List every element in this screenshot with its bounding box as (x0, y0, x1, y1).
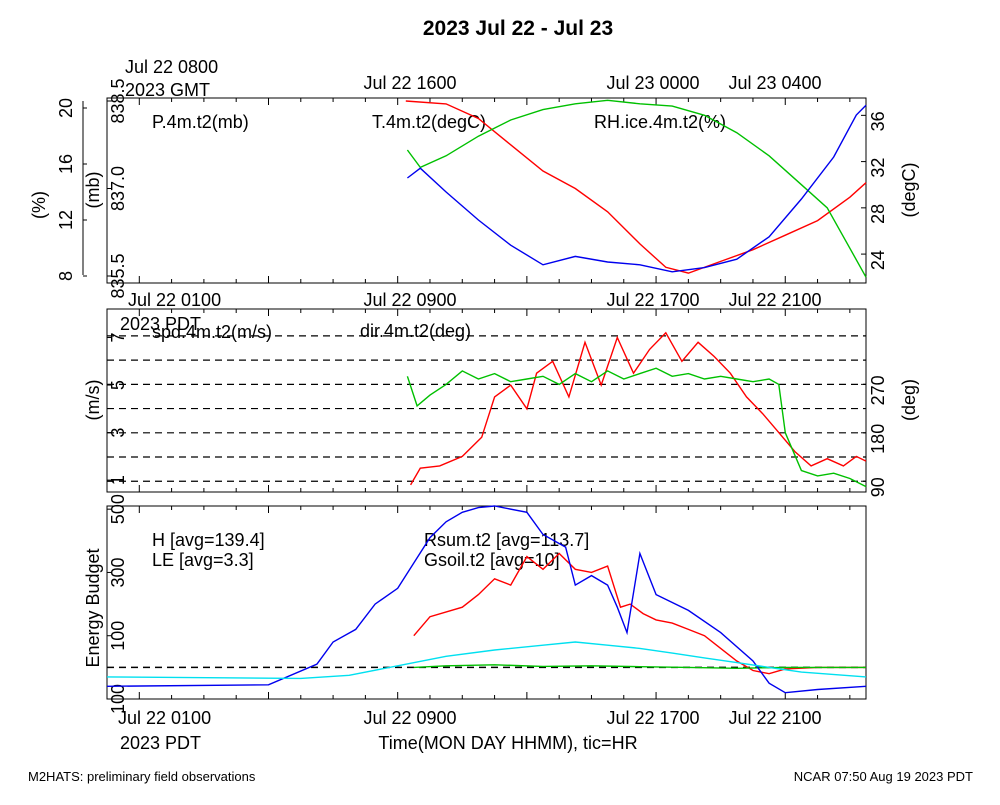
top-tick-label-1: Jul 22 1600 (363, 73, 456, 93)
legend-rsum: Rsum.t2 [avg=113.7] (424, 530, 589, 550)
energy-tick-label: 500 (108, 494, 128, 524)
legend-temperature: T.4m.t2(degC) (372, 112, 486, 132)
mb-tick-label: 835.5 (108, 253, 128, 298)
legend-le: LE [avg=3.3] (152, 550, 254, 570)
bottom-tick-label-0: Jul 22 0100 (118, 708, 211, 728)
degc-axis-label: (degC) (899, 162, 919, 217)
series-p1-t-4m-t2-degc- (406, 99, 867, 278)
energy-tick-label: 300 (108, 557, 128, 587)
series-p3-le (413, 664, 866, 670)
pct-tick-label: 16 (56, 154, 76, 174)
panel-3-frame (106, 505, 867, 700)
x-axis-label: Time(MON DAY HHMM), tic=HR (378, 733, 637, 753)
deg-axis-label: (deg) (899, 379, 919, 421)
legend-h: H [avg=139.4] (152, 530, 265, 550)
top-tick-label-0: Jul 22 0800 (125, 57, 218, 77)
pct-tick-label: 20 (56, 98, 76, 118)
top-tick-label-3: Jul 23 0400 (728, 73, 821, 93)
footer-left: M2HATS: preliminary field observations (28, 769, 256, 784)
degc-tick-label: 24 (868, 250, 888, 270)
mid1-tick-label-2: Jul 22 1700 (606, 290, 699, 310)
mid1-tick-label-1: Jul 22 0900 (363, 290, 456, 310)
series-p1-p-4m-t2-mb- (405, 100, 867, 274)
energy-tick-label: 100 (108, 684, 128, 714)
pct-axis-label: (%) (29, 191, 49, 219)
ms-axis-label: (m/s) (83, 380, 103, 421)
mid1-zone-label: 2023 PDT (120, 314, 201, 334)
series-p1-rh-ice-4m-t2- (406, 104, 867, 273)
mid1-tick-label-3: Jul 22 2100 (728, 290, 821, 310)
pct-tick-label: 12 (56, 210, 76, 230)
footer-right: NCAR 07:50 Aug 19 2023 PDT (794, 769, 973, 784)
pct-tick-label: 8 (56, 271, 76, 281)
mb-tick-label: 837.0 (108, 166, 128, 211)
deg-tick-label: 270 (868, 375, 888, 405)
bottom-tick-label-1: Jul 22 0900 (363, 708, 456, 728)
series-p3-h (413, 552, 866, 675)
series-p2-spd-4m-t2-m-s- (409, 331, 867, 486)
panel-1-frame (106, 97, 867, 284)
chart-title: 2023 Jul 22 - Jul 23 (423, 17, 613, 40)
bottom-tick-label-2: Jul 22 1700 (606, 708, 699, 728)
legend-direction: dir.4m.t2(deg) (360, 321, 471, 341)
legend-speed: spd.4m.t2(m/s) (152, 322, 272, 342)
degc-tick-label: 32 (868, 158, 888, 178)
ms-tick-label: 5 (108, 380, 128, 390)
ms-tick-label: 3 (108, 428, 128, 438)
bottom-tick-label-3: Jul 22 2100 (728, 708, 821, 728)
mb-axis-label: (mb) (83, 172, 103, 209)
ms-tick-label: 7 (108, 333, 128, 343)
series-p2-dir-4m-t2-deg- (406, 367, 867, 488)
top-zone-label: 2023 GMT (125, 80, 210, 100)
ms-tick-label: 1 (108, 475, 128, 485)
mid1-tick-label-0: Jul 22 0100 (128, 290, 221, 310)
bottom-zone-label: 2023 PDT (120, 733, 201, 753)
degc-tick-label: 36 (868, 111, 888, 131)
deg-tick-label: 180 (868, 424, 888, 454)
energy-tick-label: 100 (108, 621, 128, 651)
series-p3-gsoil-t2 (106, 641, 867, 680)
energy-axis-label: Energy Budget (83, 548, 103, 667)
series-p3-rsum-t2 (106, 505, 867, 694)
top-tick-label-2: Jul 23 0000 (606, 73, 699, 93)
panel-2-frame (106, 308, 867, 493)
degc-tick-label: 28 (868, 204, 888, 224)
legend-gsoil: Gsoil.t2 [avg=10] (424, 550, 560, 570)
deg-tick-label: 90 (868, 477, 888, 497)
mb-tick-label: 838.5 (108, 78, 128, 123)
legend-pressure: P.4m.t2(mb) (152, 112, 249, 132)
panel-3: 100 100 300 500 Energy Budget H [avg=139.4]… (83, 494, 867, 714)
legend-rh: RH.ice.4m.t2(%) (594, 112, 726, 132)
